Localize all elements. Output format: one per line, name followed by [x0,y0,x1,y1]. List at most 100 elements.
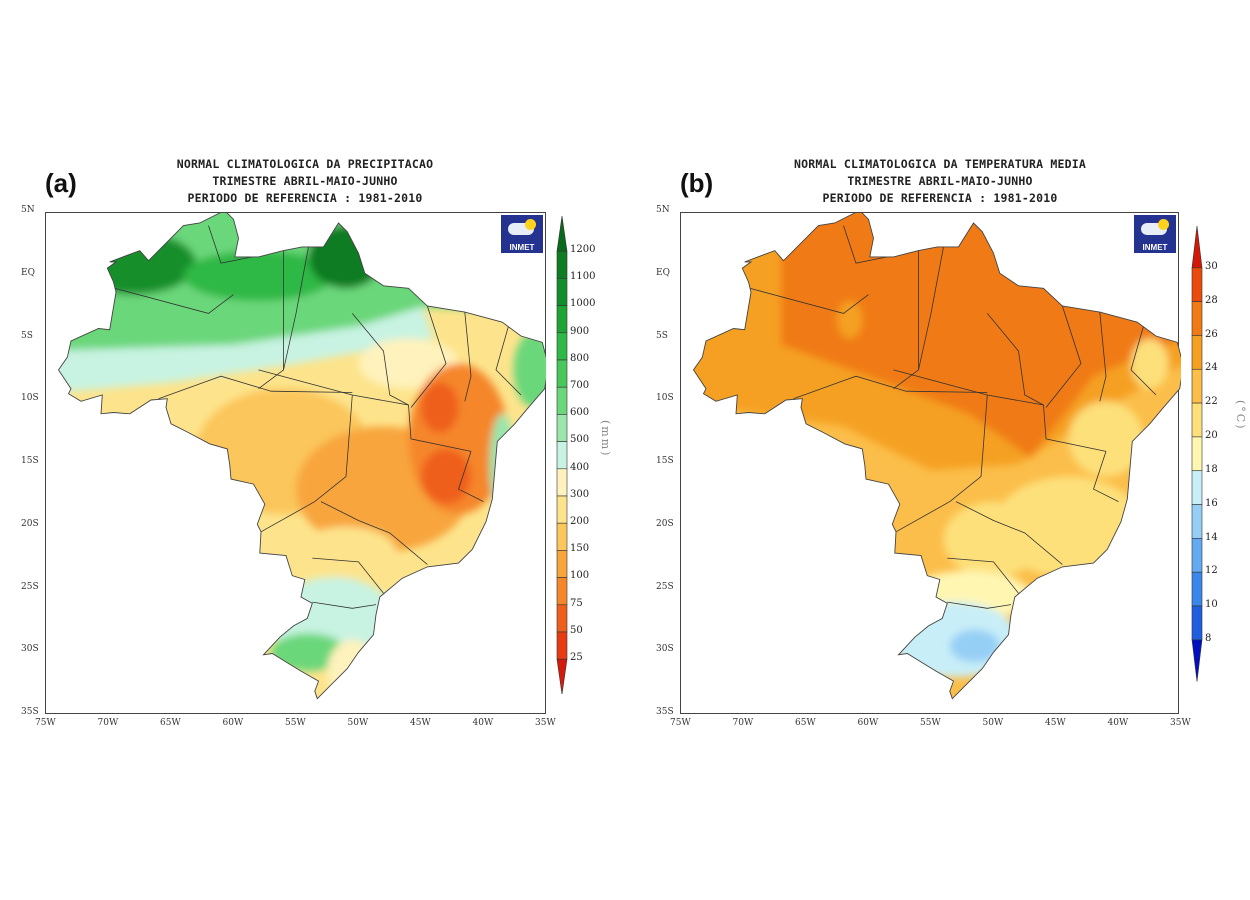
state-border [947,601,1012,609]
title-line: PERIODO DE REFERENCIA : 1981-2010 [187,191,423,205]
colorbar-segment [556,549,568,578]
y-tick-label: 20S [656,518,674,529]
colorbar-segment [1191,538,1203,573]
colorbar-tick-label: 16 [1205,497,1218,509]
x-tick-label: 70W [732,718,754,728]
x-tick-label: 35W [1170,718,1191,728]
x-tick-label: 65W [795,718,816,728]
panel-b-temperature: (b) NORMAL CLIMATOLOGICA DA TEMPERATURA … [635,0,1250,900]
colorbar-tick-label: 25 [570,652,583,663]
field-region [71,231,196,295]
y-tick-label: 35S [21,707,39,717]
colorbar-segment [556,359,568,388]
x-tick-label: 75W [35,718,56,728]
state-border [955,501,1063,565]
x-tick-label: 75W [670,718,691,728]
colorbar-tick-label: 700 [570,380,590,391]
colorbar-tick-label: 900 [570,325,590,337]
map-frame: INMET [45,212,546,714]
state-border [843,225,888,264]
state-border [351,313,409,406]
state-border [208,225,253,264]
x-tick-label: 45W [410,718,431,728]
state-border [1045,305,1082,408]
colorbar-tick-label: 28 [1205,294,1218,306]
x-tick-label: 65W [160,718,181,728]
x-tick-label: 45W [1045,718,1066,728]
x-tick-label: 50W [982,718,1004,728]
state-border [986,313,1044,406]
y-tick-label: 30S [21,644,39,655]
field-region [489,413,515,515]
field-region [837,300,863,339]
field-region [421,448,471,505]
title-line: TRIMESTRE ABRIL-MAIO-JUNHO [212,174,398,188]
colorbar-segment [1191,470,1203,506]
title-line: NORMAL CLIMATOLOGICA DA PRECIPITACAO [176,157,434,171]
colorbar-segment [556,277,568,306]
state-border [1130,325,1157,396]
colorbar-segment [1191,402,1203,438]
colorbar-tick-label: 24 [1205,362,1218,374]
colorbar-tick-label: 1100 [570,271,596,283]
colorbar-segment [1191,226,1203,269]
colorbar-tick-label: 26 [1205,328,1218,340]
y-tick-label: 25S [21,581,39,592]
colorbar-segment [556,522,568,551]
state-border [464,312,472,402]
y-tick-label: 5N [656,205,670,215]
inmet-logo: INMET [501,215,543,253]
field-region [1131,338,1169,389]
x-tick-label: 70W [97,718,119,728]
colorbar-segment [556,468,568,497]
inmet-logo: INMET [1134,215,1176,253]
colorbar-segment [556,305,568,333]
colorbar-segment [556,332,568,361]
brazil-map [57,213,546,700]
colorbar-segment [556,495,568,524]
title-line: TRIMESTRE ABRIL-MAIO-JUNHO [847,174,1033,188]
y-tick-label: 5S [656,330,668,341]
y-tick-label: 25S [656,581,674,592]
state-border [495,325,522,396]
colorbar-segment [1191,572,1203,607]
colorbar-tick-label: 500 [570,434,590,446]
y-tick-label: 15S [656,456,674,466]
colorbar-tick-label: 10 [1205,599,1218,611]
colorbar-tick-label: 1200 [570,244,596,255]
state-border [1099,312,1107,402]
panel-a-precipitation: (a) NORMAL CLIMATOLOGICA DA PRECIPITACAO… [21,156,612,728]
state-border [793,375,988,400]
colorbar-tick-label: 50 [570,624,583,636]
colorbar-segment [1191,436,1203,472]
colorbar-tick-label: 8 [1205,633,1212,644]
map-title: NORMAL CLIMATOLOGICA DA PRECIPITACAO TRI… [95,156,515,207]
colorbar-segment [1191,267,1203,303]
state-border [458,451,484,502]
field-region [308,225,384,289]
field-region [949,629,1000,663]
state-border [918,246,944,370]
state-border [895,394,988,533]
country-outline [692,213,1181,700]
colorbar-segment [1191,504,1203,539]
title-line: PERIODO DE REFERENCIA : 1981-2010 [822,191,1058,205]
field-region [327,639,378,699]
colorbar-tick-label: 14 [1205,531,1218,543]
y-tick-label: 15S [21,456,39,466]
x-tick-label: 55W [285,718,306,728]
units-label: (°C) [1234,400,1247,431]
colorbar-tick-label: 100 [570,570,590,582]
colorbar-tick-label: 18 [1205,463,1218,475]
panel-label: (b) [680,168,714,198]
state-border [114,287,234,314]
x-tick-label: 40W [1107,718,1129,728]
y-tick-label: 10S [21,393,39,404]
colorbar-segment [556,386,568,415]
colorbar-segment [556,413,568,442]
colorbar-segment [556,250,568,279]
brazil-map [692,213,1181,700]
x-tick-label: 55W [920,718,941,728]
x-tick-label: 35W [535,718,556,728]
y-tick-label: 10S [656,393,674,404]
